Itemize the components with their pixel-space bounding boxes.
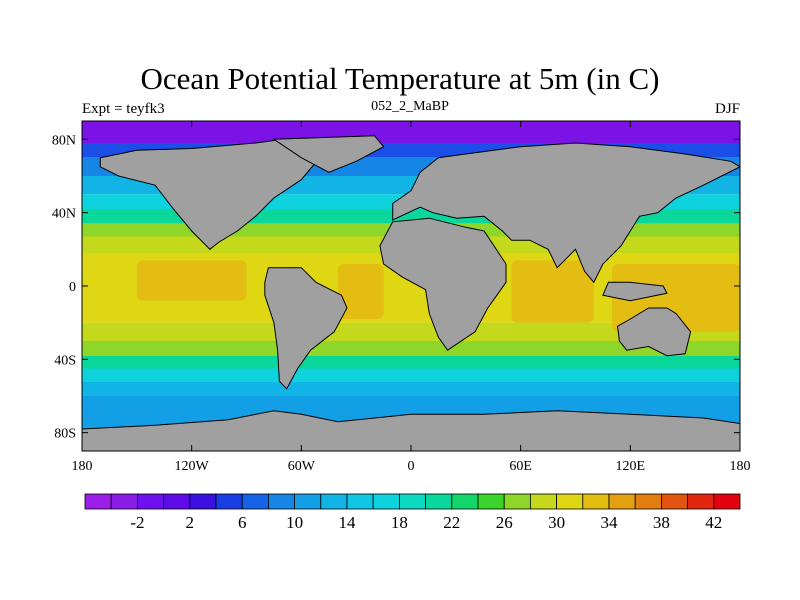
lat-tick-label: 0 (69, 280, 76, 295)
land-south-america (264, 267, 348, 390)
experiment-label: Expt = teyfk3 (82, 101, 165, 117)
colorbar-box (687, 493, 715, 510)
lon-tick-label: 180 (72, 459, 93, 474)
lat-tick-label: 40N (52, 207, 76, 222)
colorbar-box (163, 493, 191, 510)
plot-title: Ocean Potential Temperature at 5m (in C) (140, 61, 660, 96)
colorbar-box (713, 493, 741, 510)
colorbar-box (556, 493, 584, 510)
colorbar-box (294, 493, 322, 510)
colorbar-box (398, 493, 426, 510)
colorbar-box (634, 493, 662, 510)
colorbar (84, 493, 741, 510)
colorbar-label: 2 (186, 513, 195, 532)
colorbar-box (267, 493, 295, 510)
longitude-axis: 180 120W 60W 0 60E 120E 180 (72, 121, 751, 474)
ocean-band-13 (82, 381, 740, 396)
colorbar-label: 30 (548, 513, 565, 532)
colorbar-box (189, 493, 217, 510)
lon-tick-label: 60W (288, 459, 316, 474)
colorbar-label: 42 (705, 513, 722, 532)
warm-pool-2 (511, 260, 594, 323)
lon-tick-label: 0 (408, 459, 415, 474)
land-antarctica (82, 410, 740, 451)
colorbar-label: 34 (601, 513, 619, 532)
lon-tick-label: 180 (730, 459, 751, 474)
ocean-band-0 (82, 121, 740, 143)
colorbar-label: 22 (443, 513, 460, 532)
colorbar-label: -2 (130, 513, 144, 532)
colorbar-box (451, 493, 479, 510)
colorbar-box (372, 493, 400, 510)
land-eurasia (392, 142, 740, 284)
ocean-band-10 (82, 341, 740, 356)
run-label: 052_2_MaBP (371, 99, 449, 114)
latitude-axis: 80N 40N 0 40S 80S (52, 133, 740, 442)
colorbar-label: 6 (238, 513, 247, 532)
lon-tick-label: 60E (509, 459, 532, 474)
colorbar-labels: -2 2 6 10 14 18 22 26 30 34 38 42 (130, 513, 722, 532)
colorbar-box (608, 493, 636, 510)
colorbar-box (136, 493, 164, 510)
colorbar-box (215, 493, 243, 510)
season-label: DJF (714, 101, 740, 117)
colorbar-box (320, 493, 348, 510)
land-australia (616, 307, 692, 357)
warm-pool-0 (136, 260, 247, 301)
land-africa (379, 217, 507, 351)
lat-tick-label: 80N (52, 133, 76, 148)
colorbar-label: 38 (653, 513, 670, 532)
colorbar-box (530, 493, 558, 510)
colorbar-box (661, 493, 689, 510)
colorbar-label: 18 (391, 513, 408, 532)
land-north-america (99, 138, 321, 250)
colorbar-label: 26 (496, 513, 513, 532)
colorbar-box (241, 493, 269, 510)
warm-pool-field (136, 260, 740, 332)
warm-pool-1 (337, 264, 384, 319)
colorbar-box (425, 493, 453, 510)
colorbar-box (110, 493, 138, 510)
ocean-band-11 (82, 355, 740, 369)
colorbar-box (346, 493, 374, 510)
land-greenland (272, 135, 385, 173)
lon-tick-label: 120W (175, 459, 210, 474)
lat-tick-label: 40S (54, 353, 76, 368)
colorbar-label: 14 (339, 513, 357, 532)
colorbar-box (582, 493, 610, 510)
land-mask (82, 135, 740, 451)
colorbar-box (84, 493, 112, 510)
colorbar-label: 10 (286, 513, 303, 532)
lon-tick-label: 120E (616, 459, 646, 474)
colorbar-box (503, 493, 531, 510)
ocean-band-12 (82, 368, 740, 382)
colorbar-box (477, 493, 505, 510)
lat-tick-label: 80S (54, 427, 76, 442)
land-indonesia (602, 281, 668, 302)
ocean-band-9 (82, 322, 740, 341)
